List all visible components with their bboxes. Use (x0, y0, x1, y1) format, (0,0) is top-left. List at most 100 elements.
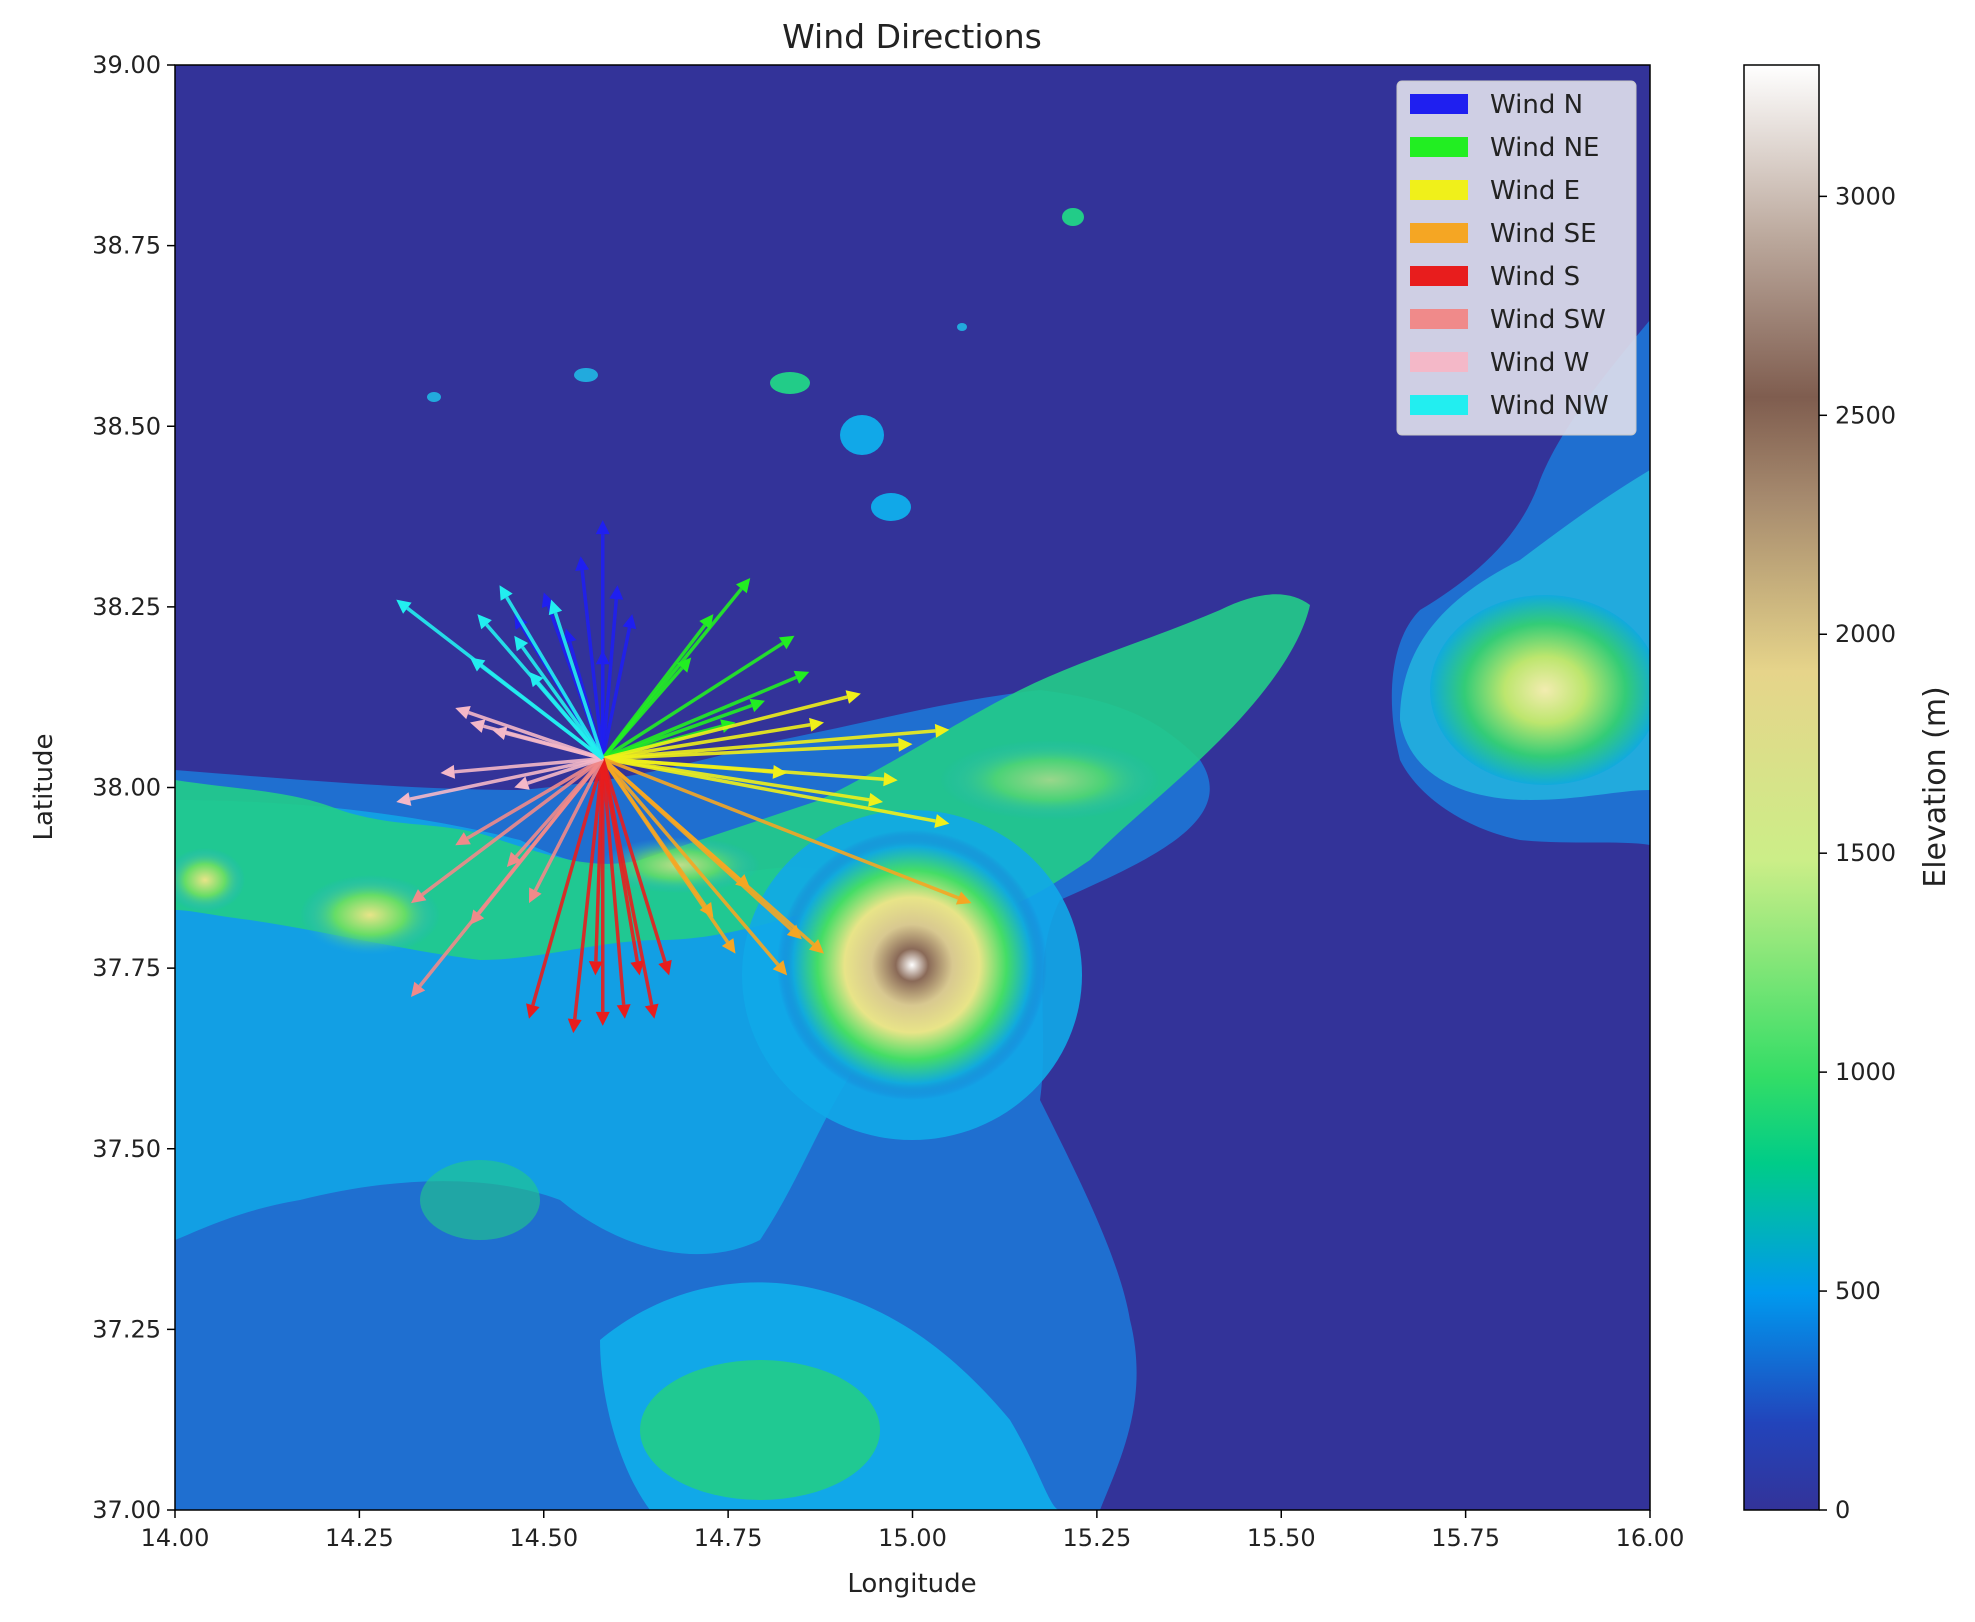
y-tick-label: 38.50 (92, 412, 161, 440)
wind-arrow-shaft (521, 646, 605, 760)
x-tick-label: 15.50 (1247, 1524, 1316, 1552)
wind-arrow-head (898, 737, 913, 752)
wind-arrow-shaft (421, 757, 604, 897)
wind-arrows (396, 520, 972, 1034)
y-axis-label: Latitude (29, 733, 59, 840)
wind-arrow-head (845, 690, 861, 704)
wind-arrow-head (411, 981, 426, 998)
wind-arrow-head (735, 874, 751, 889)
y-tick-label: 38.25 (92, 593, 161, 621)
wind-arrow-head (868, 792, 883, 807)
legend-label: Wind NW (1490, 391, 1609, 421)
wind-arrow-head (699, 902, 714, 918)
wind-arrow-shaft (514, 757, 605, 858)
legend-swatch (1410, 352, 1468, 372)
x-tick-label: 15.25 (1063, 1524, 1132, 1552)
y-tick-label: 37.25 (92, 1315, 161, 1343)
wind-arrow-shaft (483, 724, 604, 761)
wind-arrow-shaft (601, 758, 626, 1005)
wind-series-6 (396, 705, 604, 806)
y-tick-label: 39.00 (92, 51, 161, 79)
x-tick-label: 14.00 (141, 1524, 210, 1552)
legend-label: Wind NE (1490, 133, 1599, 163)
wind-arrow-shaft (454, 756, 603, 774)
wind-arrow-head (396, 792, 412, 806)
wind-arrow-shaft (533, 757, 605, 892)
wind-arrow-shaft (601, 641, 784, 761)
wind-arrow-head (808, 939, 824, 954)
y-tick-label: 37.00 (92, 1496, 161, 1524)
wind-arrow-head (499, 585, 513, 601)
wind-arrow-head (809, 717, 824, 732)
wind-arrow-shaft (602, 703, 753, 761)
wind-arrow-head (793, 670, 810, 684)
wind-arrow-shaft (601, 624, 707, 760)
wind-arrow-head (440, 764, 456, 779)
wind-arrow-shaft (602, 743, 899, 761)
y-tick-label: 37.50 (92, 1135, 161, 1163)
wind-arrow-head (609, 585, 624, 600)
y-tick-label: 38.75 (92, 232, 161, 260)
wind-arrow-head (506, 851, 522, 867)
colorbar-tick-label: 2000 (1835, 620, 1896, 648)
wind-arrow-shaft (527, 756, 604, 785)
colorbar-tick-label: 500 (1835, 1277, 1881, 1305)
wind-arrow-head (455, 832, 471, 846)
colorbar-tick-label: 1500 (1835, 839, 1896, 867)
legend-swatch (1410, 223, 1468, 243)
legend-swatch (1410, 266, 1468, 286)
wind-arrow-shaft (602, 756, 960, 900)
wind-arrow-shaft (573, 758, 605, 1020)
wind-arrow-head (562, 628, 577, 644)
wind-arrow-shaft (601, 666, 684, 760)
wind-arrow-shaft (601, 757, 741, 881)
wind-arrow-head (567, 1018, 582, 1034)
wind-arrow-head (575, 556, 590, 571)
colorbar-tick-label: 3000 (1835, 182, 1896, 210)
x-axis-label: Longitude (847, 1569, 976, 1599)
legend-label: Wind S (1490, 262, 1580, 292)
x-tick-label: 16.00 (1616, 1524, 1685, 1552)
wind-arrow-head (529, 887, 542, 904)
wind-arrow-head (526, 1003, 540, 1019)
wind-series-5 (411, 757, 605, 998)
colorbar-tick-label: 2500 (1835, 401, 1896, 429)
wind-arrow-head (529, 671, 544, 688)
wind-arrow-shaft (505, 596, 605, 760)
wind-arrow-head (595, 520, 610, 535)
x-tick-label: 14.50 (509, 1524, 578, 1552)
wind-arrow-shaft (601, 627, 632, 759)
wind-arrow-head (699, 614, 714, 630)
wind-series-3 (601, 756, 972, 976)
colorbar-label: Elevation (m) (1918, 686, 1953, 888)
wind-arrow-head (749, 698, 765, 713)
wind-arrow-shaft (601, 758, 667, 963)
wind-arrow-shaft (601, 758, 640, 962)
y-tick-label: 38.00 (92, 774, 161, 802)
x-tick-label: 15.00 (878, 1524, 947, 1552)
legend-box (1396, 80, 1637, 436)
wind-arrow-head (548, 599, 563, 616)
wind-arrow-head (630, 960, 645, 976)
wind-arrow-shaft (602, 729, 936, 761)
wind-series-1 (601, 577, 810, 761)
wind-arrow-head (514, 635, 529, 652)
wind-arrow-shaft (602, 723, 811, 761)
legend-swatch (1410, 137, 1468, 157)
wind-arrow-head (477, 614, 492, 630)
legend: Wind N Wind NE Wind E Wind SE Wind S Wind SW W… (1396, 80, 1637, 436)
legend-swatch (1410, 309, 1468, 329)
legend-label: Wind SW (1490, 305, 1606, 335)
x-tick-label: 14.75 (694, 1524, 763, 1552)
x-tick-label: 15.75 (1431, 1524, 1500, 1552)
wind-arrow-shaft (602, 756, 936, 823)
wind-arrow-head (934, 814, 950, 828)
wind-arrow-head (396, 599, 412, 614)
wind-arrow-head (772, 960, 788, 976)
wind-arrow-head (772, 764, 788, 779)
wind-series-4 (526, 758, 672, 1034)
wind-arrow-head (622, 614, 637, 630)
wind-arrow-head (455, 705, 471, 720)
